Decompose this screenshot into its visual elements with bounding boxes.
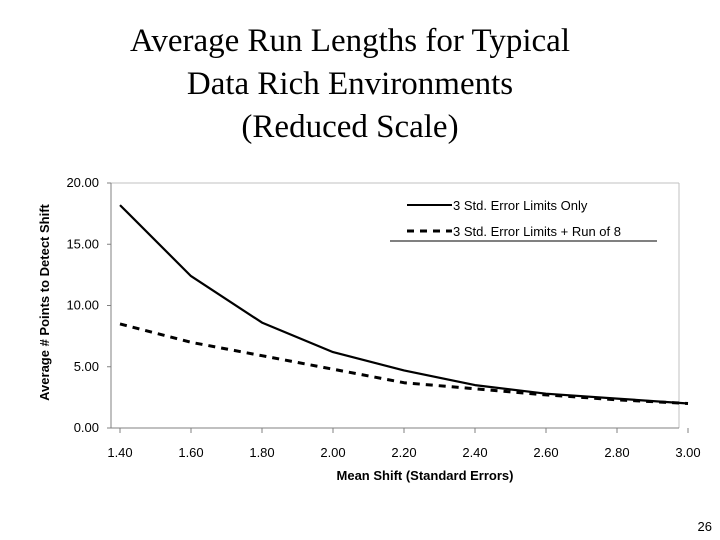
y-tick-label: 20.00 bbox=[66, 175, 99, 190]
legend-label-2: 3 Std. Error Limits + Run of 8 bbox=[453, 224, 621, 239]
y-tick-label: 10.00 bbox=[66, 298, 99, 313]
series-line-2 bbox=[119, 322, 689, 405]
x-tick-label: 1.60 bbox=[178, 445, 203, 460]
y-axis-title: Average # Points to Detect Shift bbox=[37, 203, 52, 400]
slide-title: Average Run Lengths for Typical Data Ric… bbox=[40, 20, 660, 149]
slide-title-line-1: Average Run Lengths for Typical bbox=[129, 23, 570, 59]
series-line-1 bbox=[119, 204, 689, 405]
y-tick-label: 0.00 bbox=[74, 420, 99, 435]
x-axis-title: Mean Shift (Standard Errors) bbox=[337, 468, 514, 483]
y-tick-label: 15.00 bbox=[66, 236, 99, 251]
x-tick-label: 3.00 bbox=[675, 445, 700, 460]
x-tick-label: 2.20 bbox=[391, 445, 416, 460]
legend-label-1: 3 Std. Error Limits Only bbox=[453, 198, 588, 213]
x-tick-label: 2.00 bbox=[320, 445, 345, 460]
x-tick-label: 1.80 bbox=[249, 445, 274, 460]
page-number: 26 bbox=[697, 519, 712, 534]
x-tick-label: 1.40 bbox=[107, 445, 132, 460]
x-tick-label: 2.60 bbox=[533, 445, 558, 460]
slide-title-line-2: Data Rich Environments bbox=[186, 66, 514, 102]
y-tick-label: 5.00 bbox=[74, 359, 99, 374]
x-tick-label: 2.40 bbox=[462, 445, 487, 460]
x-tick-label: 2.80 bbox=[604, 445, 629, 460]
slide-title-line-3: (Reduced Scale) bbox=[241, 109, 459, 145]
